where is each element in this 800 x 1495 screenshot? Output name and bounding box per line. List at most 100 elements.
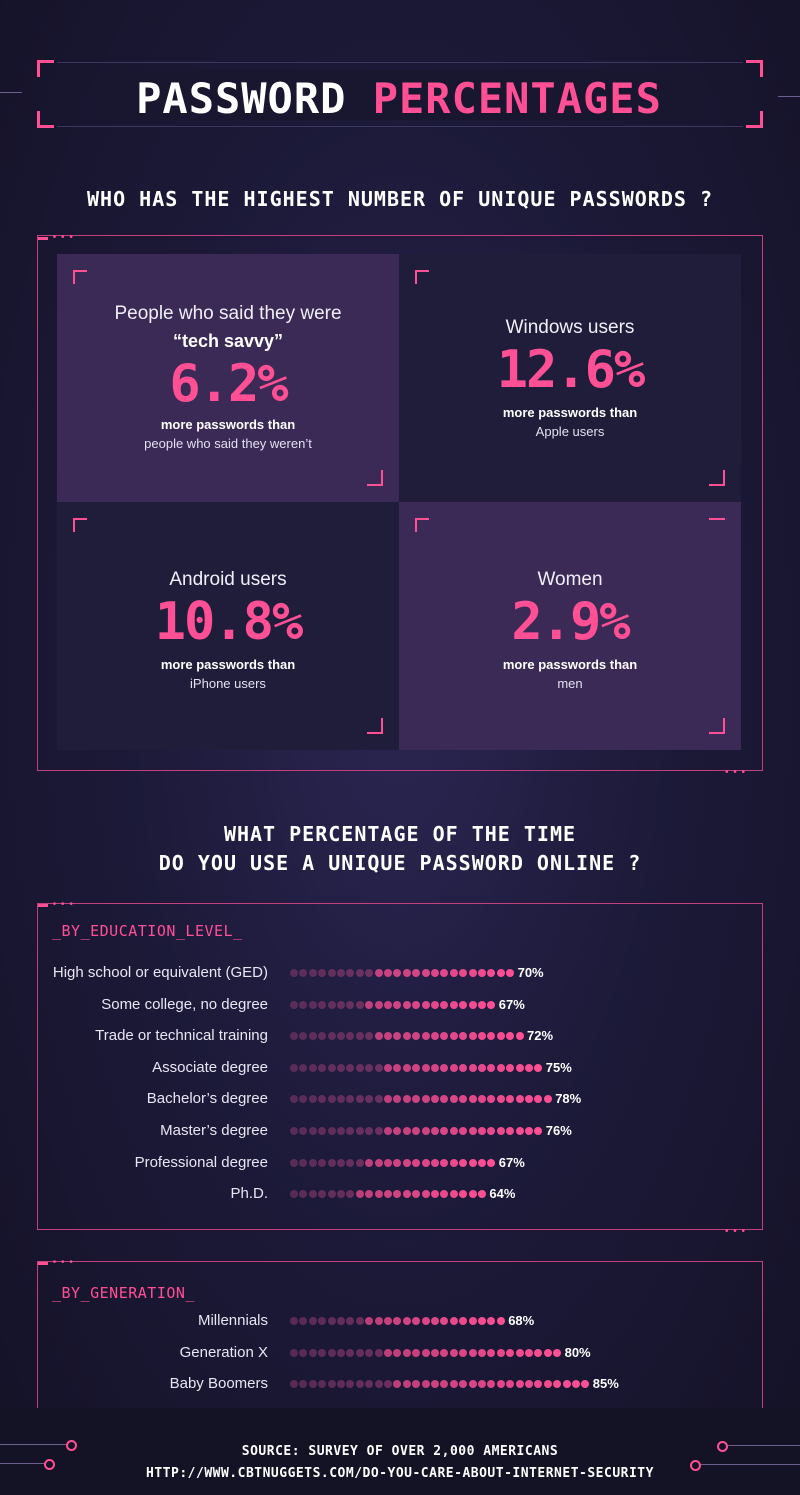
bar-row: Trade or technical training 72% bbox=[38, 1025, 762, 1047]
bar-dot bbox=[327, 1063, 336, 1072]
bar-dot bbox=[308, 1032, 317, 1041]
title-deco-line-left bbox=[0, 92, 22, 93]
corner-bracket-icon bbox=[37, 111, 54, 128]
bar-dot bbox=[412, 1317, 421, 1325]
bar-dot bbox=[374, 1380, 383, 1389]
bar-dot bbox=[365, 1063, 374, 1072]
bar-dot bbox=[337, 1348, 345, 1357]
bar-dot bbox=[393, 1095, 402, 1104]
bar-dot bbox=[487, 1158, 496, 1167]
bar-dot bbox=[468, 1032, 477, 1041]
bar-dot bbox=[308, 1000, 317, 1009]
bar-value-label: 76% bbox=[545, 1123, 572, 1138]
bar-dot bbox=[431, 1000, 439, 1009]
bar-dot bbox=[346, 1380, 355, 1389]
bar-dot bbox=[459, 1000, 468, 1009]
bar-dot bbox=[534, 1095, 543, 1104]
bar-dot bbox=[553, 1380, 562, 1389]
bar-dot bbox=[412, 1158, 421, 1167]
bar-dot bbox=[449, 969, 458, 977]
bar-dot bbox=[449, 1032, 458, 1041]
bar-dot bbox=[365, 1032, 374, 1041]
chart-by-education: ▬ • • • _BY_EDUCATION_LEVEL_ High school… bbox=[37, 899, 763, 1230]
bar-dot bbox=[478, 1380, 486, 1389]
bar-dot bbox=[290, 1380, 298, 1389]
circuit-node-icon bbox=[690, 1460, 701, 1471]
bar-dot bbox=[525, 1380, 533, 1389]
bar-dot bbox=[346, 1158, 355, 1167]
bar-dot bbox=[318, 1348, 327, 1357]
bar-dot bbox=[496, 1063, 505, 1072]
bar-dot bbox=[374, 1032, 383, 1041]
bar-row: Baby Boomers 85% bbox=[38, 1373, 762, 1395]
circuit-trace-icon bbox=[700, 1464, 800, 1465]
source-url-link[interactable]: HTTP://WWW.CBTNUGGETS.COM/DO-YOU-CARE-AB… bbox=[146, 1466, 654, 1481]
bar-dot bbox=[525, 1063, 533, 1072]
bar-dot bbox=[327, 1348, 336, 1357]
bar-dot bbox=[496, 1380, 505, 1389]
bar-dot bbox=[506, 1063, 515, 1072]
bar-dot bbox=[299, 1348, 308, 1357]
stat-card: People who said they were “tech savvy” 6… bbox=[57, 254, 399, 502]
bar-dot bbox=[365, 969, 374, 977]
bar-value-label: 68% bbox=[508, 1313, 535, 1328]
bar-dot bbox=[478, 969, 486, 977]
stat-sub: people who said they weren’t bbox=[144, 436, 312, 451]
bar-value-label: 67% bbox=[498, 996, 525, 1012]
bar-dot bbox=[318, 1380, 327, 1389]
bar-dot bbox=[290, 1158, 298, 1167]
circuit-trace-icon bbox=[728, 1445, 800, 1446]
bar-dot bbox=[384, 1032, 392, 1041]
bar-row: Millennials 68% bbox=[38, 1310, 762, 1332]
bar-dot bbox=[487, 1032, 496, 1041]
bar-dot bbox=[290, 1063, 298, 1072]
bar-dot bbox=[384, 1317, 392, 1325]
bar-dot bbox=[412, 1032, 421, 1041]
bar-dot bbox=[459, 1158, 468, 1167]
bar-dot bbox=[449, 1317, 458, 1325]
stat-card: Windows users 12.6% more passwords than … bbox=[399, 254, 741, 502]
title-box: PASSWORD PERCENTAGES bbox=[101, 70, 697, 123]
bar-dot bbox=[402, 1348, 411, 1357]
corner-bracket-icon bbox=[367, 718, 383, 734]
bar-dot bbox=[308, 1127, 317, 1135]
bar-dot bbox=[496, 1127, 505, 1135]
bar-dot bbox=[346, 1063, 355, 1072]
corner-bracket-icon bbox=[746, 60, 763, 77]
title-bottom-rule bbox=[57, 126, 743, 127]
bar-dot bbox=[327, 1127, 336, 1135]
bar-dot bbox=[412, 1000, 421, 1009]
bar-dot bbox=[365, 1348, 374, 1357]
frame-dots-icon: ▬ • • • bbox=[38, 1257, 74, 1268]
footer: SOURCE: SURVEY OF OVER 2,000 AMERICANS H… bbox=[0, 1408, 800, 1495]
frame-dots-icon: ▬ • • • bbox=[38, 899, 74, 910]
bar-dot bbox=[346, 1000, 355, 1009]
stat-sub: iPhone users bbox=[190, 676, 266, 691]
bar-dot bbox=[318, 1317, 327, 1325]
bar-value-label: 67% bbox=[498, 1154, 525, 1170]
bar-dot bbox=[393, 1127, 402, 1135]
bar-dot bbox=[468, 1063, 477, 1072]
bar-dot bbox=[402, 1317, 411, 1325]
bar-dot bbox=[327, 1095, 336, 1104]
bar-dot bbox=[290, 969, 298, 977]
bar-dot bbox=[365, 1190, 374, 1199]
bar-dot bbox=[487, 1317, 496, 1325]
bar-dot bbox=[393, 1158, 402, 1167]
bar-dot bbox=[402, 1032, 411, 1041]
bar-value-label: 85% bbox=[592, 1376, 619, 1392]
bar-dot bbox=[374, 1317, 383, 1325]
bar-dot bbox=[487, 969, 496, 977]
bar-dot bbox=[421, 1000, 430, 1009]
bar-dot bbox=[468, 1317, 477, 1325]
bar-dot bbox=[543, 1348, 552, 1357]
circuit-node-icon bbox=[44, 1459, 55, 1470]
bar-dot bbox=[468, 1127, 477, 1135]
bar-dot bbox=[374, 969, 383, 977]
bar-dot bbox=[299, 1000, 308, 1009]
bar-dot bbox=[478, 1317, 486, 1325]
stat-label-bold: “tech savvy” bbox=[172, 331, 284, 351]
bar-dot bbox=[515, 1095, 524, 1104]
bar-value-label: 72% bbox=[527, 1028, 554, 1044]
bar-dot bbox=[393, 1000, 402, 1009]
